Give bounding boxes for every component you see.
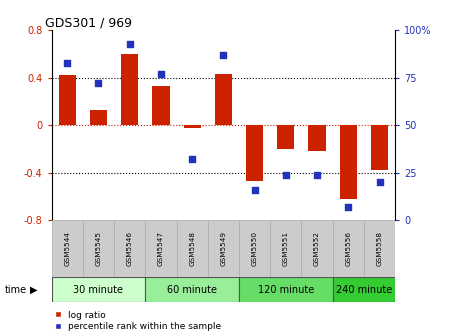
Text: GSM5558: GSM5558 bbox=[377, 231, 383, 266]
Bar bbox=[340, 125, 357, 199]
Bar bbox=[121, 54, 138, 125]
Bar bbox=[90, 110, 107, 125]
Text: GSM5549: GSM5549 bbox=[220, 231, 226, 266]
Bar bbox=[208, 220, 239, 277]
Text: GSM5552: GSM5552 bbox=[314, 231, 320, 266]
Text: GSM5546: GSM5546 bbox=[127, 231, 133, 266]
Bar bbox=[145, 277, 239, 302]
Text: 240 minute: 240 minute bbox=[336, 285, 392, 295]
Bar bbox=[145, 220, 176, 277]
Bar bbox=[239, 220, 270, 277]
Bar bbox=[364, 220, 395, 277]
Point bbox=[376, 179, 383, 185]
Text: GSM5548: GSM5548 bbox=[189, 231, 195, 266]
Text: GSM5550: GSM5550 bbox=[251, 231, 258, 266]
Legend: log ratio, percentile rank within the sample: log ratio, percentile rank within the sa… bbox=[54, 311, 221, 332]
Bar bbox=[52, 220, 83, 277]
Text: 30 minute: 30 minute bbox=[74, 285, 123, 295]
Bar bbox=[184, 125, 201, 128]
Bar bbox=[52, 277, 145, 302]
Text: GSM5551: GSM5551 bbox=[283, 231, 289, 266]
Text: ▶: ▶ bbox=[30, 285, 37, 295]
Bar bbox=[114, 220, 145, 277]
Point bbox=[313, 172, 321, 177]
Text: GDS301 / 969: GDS301 / 969 bbox=[45, 16, 132, 29]
Point bbox=[64, 60, 71, 65]
Bar bbox=[333, 220, 364, 277]
Bar bbox=[176, 220, 208, 277]
Point bbox=[220, 52, 227, 57]
Bar bbox=[277, 125, 295, 149]
Point bbox=[251, 187, 258, 193]
Bar bbox=[301, 220, 333, 277]
Text: 60 minute: 60 minute bbox=[167, 285, 217, 295]
Point bbox=[345, 204, 352, 209]
Bar bbox=[333, 277, 395, 302]
Text: GSM5545: GSM5545 bbox=[96, 231, 101, 266]
Bar bbox=[308, 125, 326, 151]
Bar bbox=[59, 75, 76, 125]
Text: GSM5556: GSM5556 bbox=[345, 231, 351, 266]
Text: GSM5547: GSM5547 bbox=[158, 231, 164, 266]
Bar bbox=[215, 74, 232, 125]
Bar bbox=[270, 220, 301, 277]
Point bbox=[157, 71, 164, 77]
Text: time: time bbox=[4, 285, 26, 295]
Text: GSM5544: GSM5544 bbox=[64, 231, 70, 266]
Point bbox=[282, 172, 290, 177]
Point bbox=[126, 41, 133, 46]
Bar bbox=[152, 86, 170, 125]
Point bbox=[95, 81, 102, 86]
Text: 120 minute: 120 minute bbox=[258, 285, 314, 295]
Bar bbox=[83, 220, 114, 277]
Point bbox=[189, 157, 196, 162]
Bar bbox=[371, 125, 388, 170]
Bar bbox=[239, 277, 333, 302]
Bar bbox=[246, 125, 263, 181]
